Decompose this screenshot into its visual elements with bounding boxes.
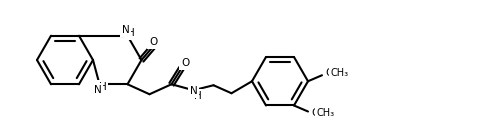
Text: O: O [312,108,320,118]
Text: CH₃: CH₃ [331,68,349,78]
Text: N: N [122,25,129,35]
Text: H: H [194,91,201,101]
Text: N: N [189,86,197,96]
Text: O: O [150,37,157,47]
Text: H: H [98,82,106,92]
Text: O: O [326,68,334,78]
Text: H: H [126,28,134,38]
Text: N: N [93,85,101,95]
Text: CH₃: CH₃ [317,108,335,118]
Text: O: O [182,58,189,68]
